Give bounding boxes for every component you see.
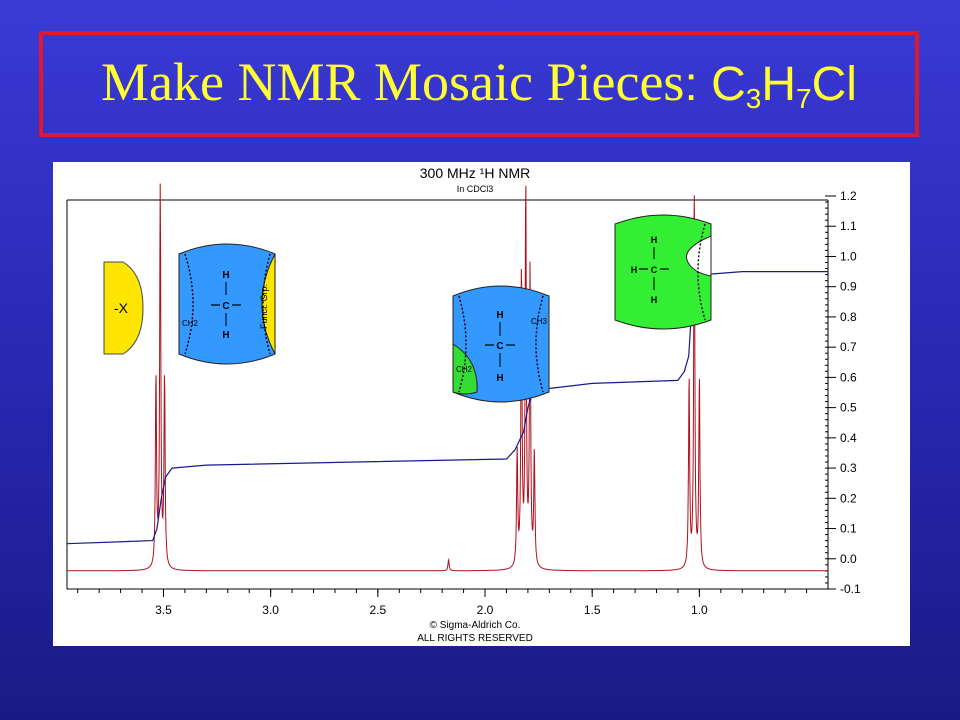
x-tick-label: 3.5 bbox=[155, 603, 172, 617]
svg-text:H: H bbox=[496, 310, 503, 321]
svg-text:H: H bbox=[496, 373, 503, 384]
y-tick-label: 0.5 bbox=[840, 401, 857, 415]
x-tick-label: 1.0 bbox=[691, 603, 708, 617]
middle-mosaic-piece: H C H CH2 CH3 bbox=[452, 285, 550, 403]
svg-text:H: H bbox=[222, 330, 229, 341]
y-axis-ticks: 1.2 1.1 1.0 0.9 0.8 0.7 0.6 0.5 0.4 0.3 0.2 0.1 0.0 -… bbox=[825, 189, 861, 596]
svg-text:H: H bbox=[222, 270, 229, 281]
x-tick-label: 2.0 bbox=[477, 603, 494, 617]
y-tick-label: 1.0 bbox=[840, 249, 857, 263]
y-tick-label: 1.2 bbox=[840, 189, 857, 203]
svg-text:CH3: CH3 bbox=[531, 317, 548, 326]
chart-subtitle: In CDCl3 bbox=[457, 184, 494, 194]
x-piece-label: -X bbox=[114, 300, 129, 316]
x-mosaic-piece: -X bbox=[103, 261, 144, 355]
x-tick-label: 3.0 bbox=[262, 603, 279, 617]
y-tick-label: 0.8 bbox=[840, 310, 857, 324]
y-tick-label: 0.1 bbox=[840, 522, 857, 536]
chart-title: 300 MHz ¹H NMR bbox=[420, 165, 530, 181]
svg-text:C: C bbox=[222, 301, 229, 312]
svg-text:H: H bbox=[651, 235, 658, 245]
y-tick-label: 0.3 bbox=[840, 461, 857, 475]
y-tick-label: -0.1 bbox=[840, 582, 861, 596]
y-tick-label: 0.4 bbox=[840, 431, 857, 445]
svg-text:H: H bbox=[631, 265, 638, 275]
x-tick-label: 2.5 bbox=[369, 603, 386, 617]
svg-text:Funct. Grp.: Funct. Grp. bbox=[259, 284, 269, 329]
y-tick-label: 0.9 bbox=[840, 280, 857, 294]
svg-text:CH2: CH2 bbox=[456, 365, 473, 374]
svg-text:C: C bbox=[651, 265, 658, 275]
x-tick-label: 1.5 bbox=[584, 603, 601, 617]
y-tick-label: 0.2 bbox=[840, 491, 857, 505]
rights-text: ALL RIGHTS RESERVED bbox=[417, 633, 533, 644]
svg-text:H: H bbox=[651, 295, 658, 305]
methylene-mosaic-piece: H C H CH2 Funct. Grp. bbox=[178, 243, 276, 365]
copyright-text: © Sigma-Aldrich Co. bbox=[430, 620, 521, 631]
methyl-mosaic-piece: H H C H bbox=[614, 214, 712, 330]
y-tick-label: 0.7 bbox=[840, 340, 857, 354]
svg-text:CH2: CH2 bbox=[182, 319, 199, 328]
nmr-spectrum-chart: 300 MHz ¹H NMR In CDCl3 3.5 3.0 2.5 2.0 1.5 1… bbox=[66, 165, 861, 644]
y-tick-label: 1.1 bbox=[840, 219, 857, 233]
nmr-spectrum-panel: 300 MHz ¹H NMR In CDCl3 3.5 3.0 2.5 2.0 1.5 1… bbox=[53, 162, 910, 646]
molecular-formula: : C3H7Cl bbox=[684, 58, 857, 114]
svg-text:C: C bbox=[496, 341, 503, 352]
y-tick-label: 0.0 bbox=[840, 552, 857, 566]
spectrum-trace bbox=[67, 183, 828, 572]
y-tick-label: 0.6 bbox=[840, 370, 857, 384]
title-frame: Make NMR Mosaic Pieces: C3H7Cl bbox=[39, 31, 919, 137]
x-axis-ticks: 3.5 3.0 2.5 2.0 1.5 1.0 bbox=[77, 589, 808, 617]
slide-title: Make NMR Mosaic Pieces: C3H7Cl bbox=[101, 52, 857, 114]
